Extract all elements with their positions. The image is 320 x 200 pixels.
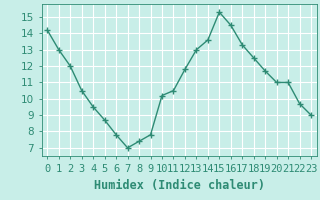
- X-axis label: Humidex (Indice chaleur): Humidex (Indice chaleur): [94, 179, 265, 192]
